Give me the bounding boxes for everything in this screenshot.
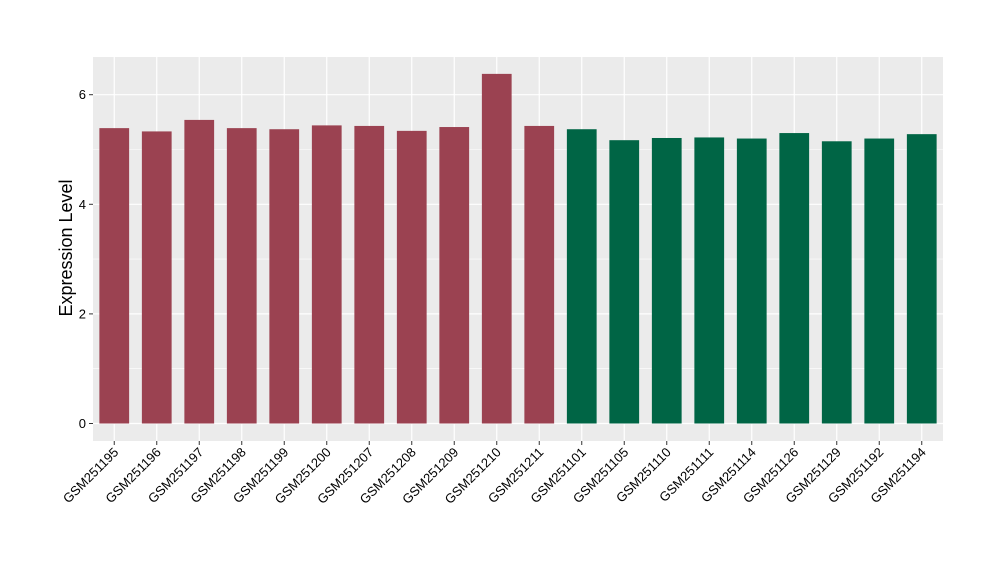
plot-panel [93, 57, 943, 441]
bar [439, 127, 470, 424]
y-tick-label: 4 [79, 197, 86, 212]
bar [694, 137, 725, 424]
y-tick-label: 0 [79, 416, 86, 431]
bar [566, 129, 597, 424]
bar [524, 125, 555, 424]
bar [99, 128, 130, 424]
bar [651, 137, 682, 424]
y-axis: 0 2 4 6 [79, 87, 93, 431]
bar [311, 125, 342, 424]
bars [99, 73, 937, 424]
bar [396, 130, 427, 424]
bar [184, 119, 215, 424]
y-tick-label: 2 [79, 306, 86, 321]
bar [779, 133, 810, 424]
bar [226, 128, 257, 424]
bar [269, 129, 300, 424]
y-tick-label: 6 [79, 87, 86, 102]
bar [609, 140, 640, 424]
bar [821, 141, 852, 424]
bar [141, 131, 172, 424]
bar [906, 134, 937, 424]
bar [354, 125, 385, 424]
bar [736, 138, 767, 424]
bar [481, 73, 512, 424]
x-axis: GSM251195GSM251196GSM251197GSM251198GSM2… [60, 441, 929, 507]
bar [864, 138, 895, 424]
y-axis-title: Expression Level [56, 179, 76, 316]
